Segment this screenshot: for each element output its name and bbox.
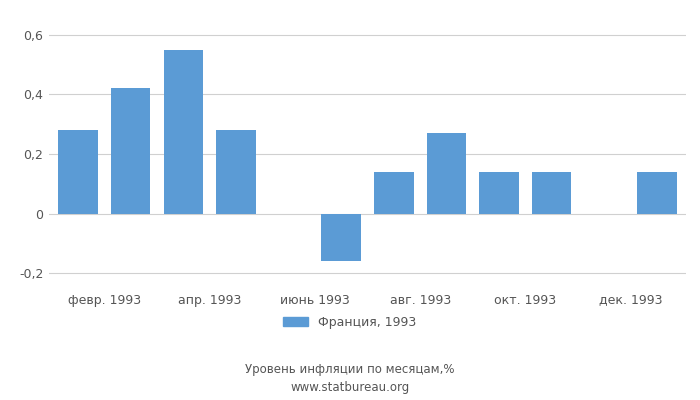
Legend: Франция, 1993: Франция, 1993 [279,311,421,334]
Bar [480,172,519,214]
Bar [58,130,98,214]
Text: Уровень инфляции по месяцам,%: Уровень инфляции по месяцам,% [245,364,455,376]
Bar [164,50,203,214]
Bar [532,172,571,214]
Bar [321,214,361,261]
Bar [427,133,466,214]
Bar [637,172,677,214]
Bar [374,172,414,214]
Bar [216,130,256,214]
Bar [111,88,150,214]
Text: www.statbureau.org: www.statbureau.org [290,382,410,394]
